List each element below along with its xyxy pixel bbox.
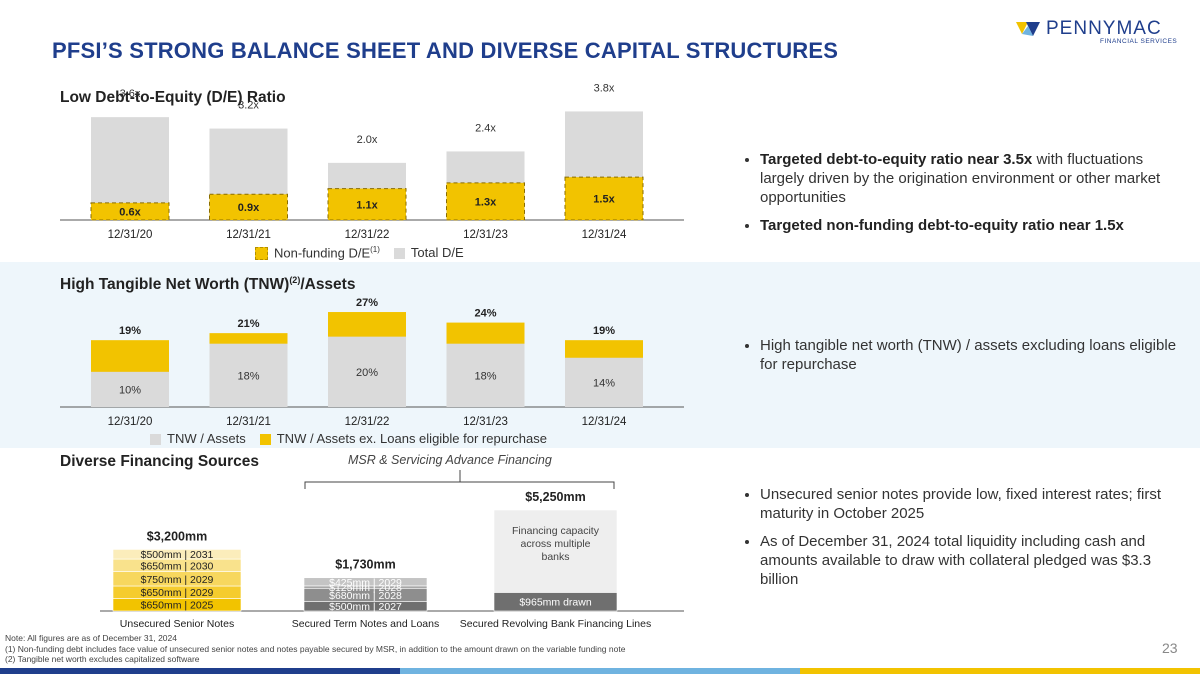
segment-label: Financing capacity [512, 525, 600, 537]
stack-total-label: $3,200mm [147, 529, 207, 543]
legend-tnw-ex: TNW / Assets ex. Loans eligible for repu… [259, 431, 547, 446]
bullet-item: Targeted debt-to-equity ratio near 3.5x … [760, 150, 1182, 207]
footnotes: Note: All figures are as of December 31,… [5, 633, 625, 665]
segment-label: $650mm | 2030 [141, 560, 214, 572]
msr-bracket [304, 481, 615, 489]
section2-title: High Tangible Net Worth (TNW)(2)/Assets [60, 275, 356, 294]
bullet-item: Targeted non-funding debt-to-equity rati… [760, 216, 1182, 235]
financing-segment [112, 549, 242, 560]
segment-label: across multiple [520, 538, 590, 550]
total-de-bar [565, 111, 643, 220]
nonfunding-de-label: 0.6x [119, 206, 141, 218]
x-tick-label: 12/31/20 [108, 229, 153, 241]
financing-segment [112, 558, 242, 572]
section3-bullets: Unsecured senior notes provide low, fixe… [742, 485, 1182, 598]
pennymac-logo-icon [1016, 22, 1040, 36]
nonfunding-de-bar [90, 202, 170, 221]
pennymac-logo: PENNYMAC FINANCIAL SERVICES [1016, 18, 1186, 48]
nonfunding-de-label: 0.9x [238, 202, 260, 214]
financing-segment [112, 571, 242, 587]
legend-total: Total D/E [393, 245, 464, 260]
financing-segment [112, 585, 242, 599]
segment-label: $680mm | 2028 [329, 590, 402, 602]
footnote: (1) Non-funding debt includes face value… [5, 643, 626, 654]
financing-segment [303, 585, 428, 589]
page-title: PFSI’S STRONG BALANCE SHEET AND DIVERSE … [52, 38, 839, 63]
stack-total-label: $1,730mm [335, 558, 395, 572]
segment-label: $500mm | 2027 [329, 601, 402, 613]
financing-segment [303, 577, 428, 587]
x-tick-label: Unsecured Senior Notes [120, 618, 234, 630]
section1-legend: Non-funding D/E(1) Total D/E [255, 245, 464, 261]
logo-tagline: FINANCIAL SERVICES [1100, 38, 1178, 45]
financing-segment [303, 601, 428, 612]
x-tick-label: 12/31/24 [582, 229, 627, 241]
total-de-bar [446, 151, 525, 220]
nonfunding-de-label: 1.5x [593, 194, 615, 206]
financing-segment [303, 587, 428, 602]
legend-tnw: TNW / Assets [150, 431, 246, 446]
section3-title: Diverse Financing Sources [60, 453, 259, 470]
page-number: 23 [1162, 640, 1178, 656]
x-tick-label: 12/31/22 [345, 229, 390, 241]
segment-label: $500mm | 2031 [141, 549, 214, 561]
section2-bullets: High tangible net worth (TNW) / assets e… [742, 336, 1182, 383]
x-tick-label: Secured Revolving Bank Financing Lines [460, 618, 651, 630]
legend-nonfunding: Non-funding D/E(1) [255, 245, 380, 261]
stack-total-label: $5,250mm [525, 490, 585, 504]
total-de-bar [328, 162, 406, 220]
bracket-label: MSR & Servicing Advance Financing [348, 453, 552, 467]
segment-label: $425mm | 2029 [329, 577, 402, 589]
total-de-label: 3.8x [594, 82, 615, 94]
footnote: (2) Tangible net worth excludes capitali… [5, 654, 200, 664]
nonfunding-de-bar [564, 176, 644, 221]
x-tick-label: 12/31/23 [463, 229, 508, 241]
x-tick-label: 12/31/21 [226, 229, 271, 241]
bullet-item: Unsecured senior notes provide low, fixe… [760, 485, 1182, 523]
section2-legend: TNW / Assets TNW / Assets ex. Loans elig… [150, 431, 547, 446]
nonfunding-de-label: 1.1x [356, 199, 378, 211]
financing-segment [493, 509, 618, 593]
bottom-color-bar [0, 668, 1200, 674]
segment-label: banks [541, 551, 569, 563]
total-de-bar [91, 117, 169, 220]
financing-segment [493, 592, 618, 612]
segment-label: $125mm | 2028 [329, 582, 402, 594]
total-de-label: 2.0x [357, 134, 378, 146]
footnote: Note: All figures are as of December 31,… [5, 633, 177, 643]
nonfunding-de-bar [446, 182, 525, 221]
bullet-item: High tangible net worth (TNW) / assets e… [760, 336, 1182, 374]
section1-bullets: Targeted debt-to-equity ratio near 3.5x … [742, 150, 1182, 244]
total-de-label: 2.4x [475, 122, 496, 134]
nonfunding-de-label: 1.3x [475, 196, 497, 208]
financing-segment [112, 598, 242, 612]
total-de-bar [209, 128, 288, 220]
nonfunding-de-bar [327, 188, 407, 221]
x-tick-label: Secured Term Notes and Loans [292, 618, 439, 630]
bullet-item: As of December 31, 2024 total liquidity … [760, 532, 1182, 589]
segment-label: $750mm | 2029 [141, 574, 214, 586]
section1-title: Low Debt-to-Equity (D/E) Ratio [60, 89, 286, 106]
segment-label: $650mm | 2025 [141, 600, 214, 612]
segment-label: $650mm | 2029 [141, 587, 214, 599]
segment-label: $965mm drawn [519, 597, 592, 609]
logo-name: PENNYMAC [1046, 18, 1162, 39]
nonfunding-de-bar [209, 193, 288, 221]
